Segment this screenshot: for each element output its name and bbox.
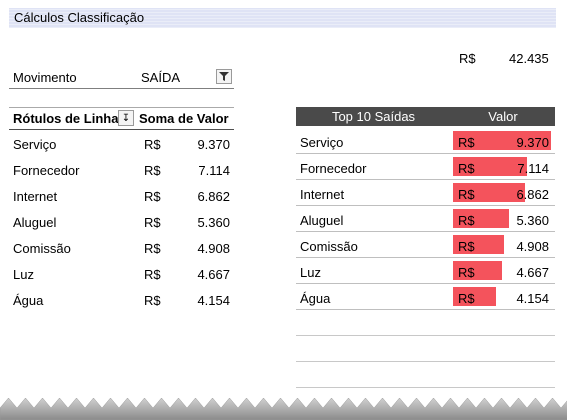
top10-row-currency: R$ [458,161,475,176]
top10-row[interactable]: Internet R$ 6.862 [296,180,555,206]
top10-data-bar [453,157,527,176]
filter-dropdown-button[interactable] [216,69,232,84]
top10-row-name: Serviço [300,135,344,150]
pivot-header-sum: Soma de Valor [139,111,229,126]
pivot-row-value: 7.114 [198,163,230,178]
total-currency: R$ [459,51,476,66]
pivot-row-name: Aluguel [13,215,57,230]
top10-row-value: 4.154 [516,291,549,306]
top10-row[interactable]: Comissão R$ 4.908 [296,232,555,258]
filter-underline [9,88,234,89]
top10-row-value: 5.360 [516,213,549,228]
pivot-row[interactable]: Aluguel R$ 5.360 [0,215,240,241]
pivot-row-name: Luz [13,267,34,282]
filter-label: Movimento [13,70,77,85]
top10-row-name: Aluguel [300,213,344,228]
pivot-row-value: 9.370 [197,137,230,152]
pivot-header-border [9,129,234,130]
top10-row-currency: R$ [458,187,475,202]
pivot-row-name: Água [13,293,44,308]
pivot-row-currency: R$ [144,293,161,308]
top10-row[interactable]: Fornecedor R$ 7.114 [296,154,555,180]
top10-row-value: 4.908 [516,239,549,254]
top10-row-value: 6.862 [516,187,549,202]
total-value: 42.435 [509,51,549,66]
pivot-row-name: Fornecedor [13,163,80,178]
pivot-row-currency: R$ [144,137,161,152]
top10-data-bar [453,235,504,254]
torn-edge-decoration [0,397,567,420]
top10-row[interactable]: Água R$ 4.154 [296,284,555,310]
pivot-top-border [9,107,234,108]
top10-header-name: Top 10 Saídas [331,109,416,124]
pivot-row-currency: R$ [144,241,161,256]
top10-header: Top 10 Saídas Valor [296,107,555,126]
pivot-row-name: Serviço [13,137,57,152]
pivot-row-value: 5.360 [197,215,230,230]
sort-dropdown-button[interactable]: ↧ [118,110,134,126]
pivot-row[interactable]: Água R$ 4.154 [0,293,240,319]
pivot-row[interactable]: Fornecedor R$ 7.114 [0,163,240,189]
top10-row-currency: R$ [458,239,475,254]
top10-empty-row[interactable] [296,336,555,362]
top10-row[interactable]: Aluguel R$ 5.360 [296,206,555,232]
top10-row-value: 9.370 [516,135,549,150]
top10-row-currency: R$ [458,265,475,280]
title-bar [9,8,556,28]
top10-row[interactable]: Serviço R$ 9.370 [296,128,555,154]
pivot-row-name: Comissão [13,241,71,256]
pivot-row-value: 4.908 [197,241,230,256]
pivot-row[interactable]: Comissão R$ 4.908 [0,241,240,267]
pivot-row-currency: R$ [144,267,161,282]
top10-row-name: Internet [300,187,345,202]
top10-row-value: 4.667 [516,265,549,280]
pivot-row-name: Internet [13,189,58,204]
top10-header-value: Valor [488,109,518,124]
top10-row-currency: R$ [458,135,475,150]
top10-empty-row[interactable] [296,362,555,388]
top10-data-bar [453,183,525,202]
top10-row-value: 7.114 [517,161,549,176]
pivot-row-currency: R$ [144,163,161,178]
pivot-row-currency: R$ [144,189,161,204]
pivot-row-value: 4.154 [197,293,230,308]
top10-row-name: Comissão [300,239,358,254]
top10-row-currency: R$ [458,291,475,306]
top10-row-name: Luz [300,265,321,280]
top10-data-bar [453,209,509,228]
top10-row-name: Fornecedor [300,161,367,176]
pivot-row[interactable]: Luz R$ 4.667 [0,267,240,293]
pivot-row-value: 6.862 [197,189,230,204]
pivot-row[interactable]: Internet R$ 6.862 [0,189,240,215]
pivot-row[interactable]: Serviço R$ 9.370 [0,137,240,163]
top10-data-bar [453,287,496,306]
sheet-title: Cálculos Classificação [14,10,145,25]
pivot-row-value: 4.667 [197,267,230,282]
pivot-row-currency: R$ [144,215,161,230]
top10-empty-row[interactable] [296,310,555,336]
filter-value: SAÍDA [141,70,181,85]
top10-data-bar [453,131,551,150]
top10-row-name: Água [300,291,331,306]
sort-desc-icon: ↧ [121,112,131,124]
top10-row-currency: R$ [458,213,475,228]
top10-row[interactable]: Luz R$ 4.667 [296,258,555,284]
pivot-header-row-labels: Rótulos de Linha [13,111,119,126]
filter-funnel-icon [219,72,229,81]
top10-data-bar [453,261,502,280]
